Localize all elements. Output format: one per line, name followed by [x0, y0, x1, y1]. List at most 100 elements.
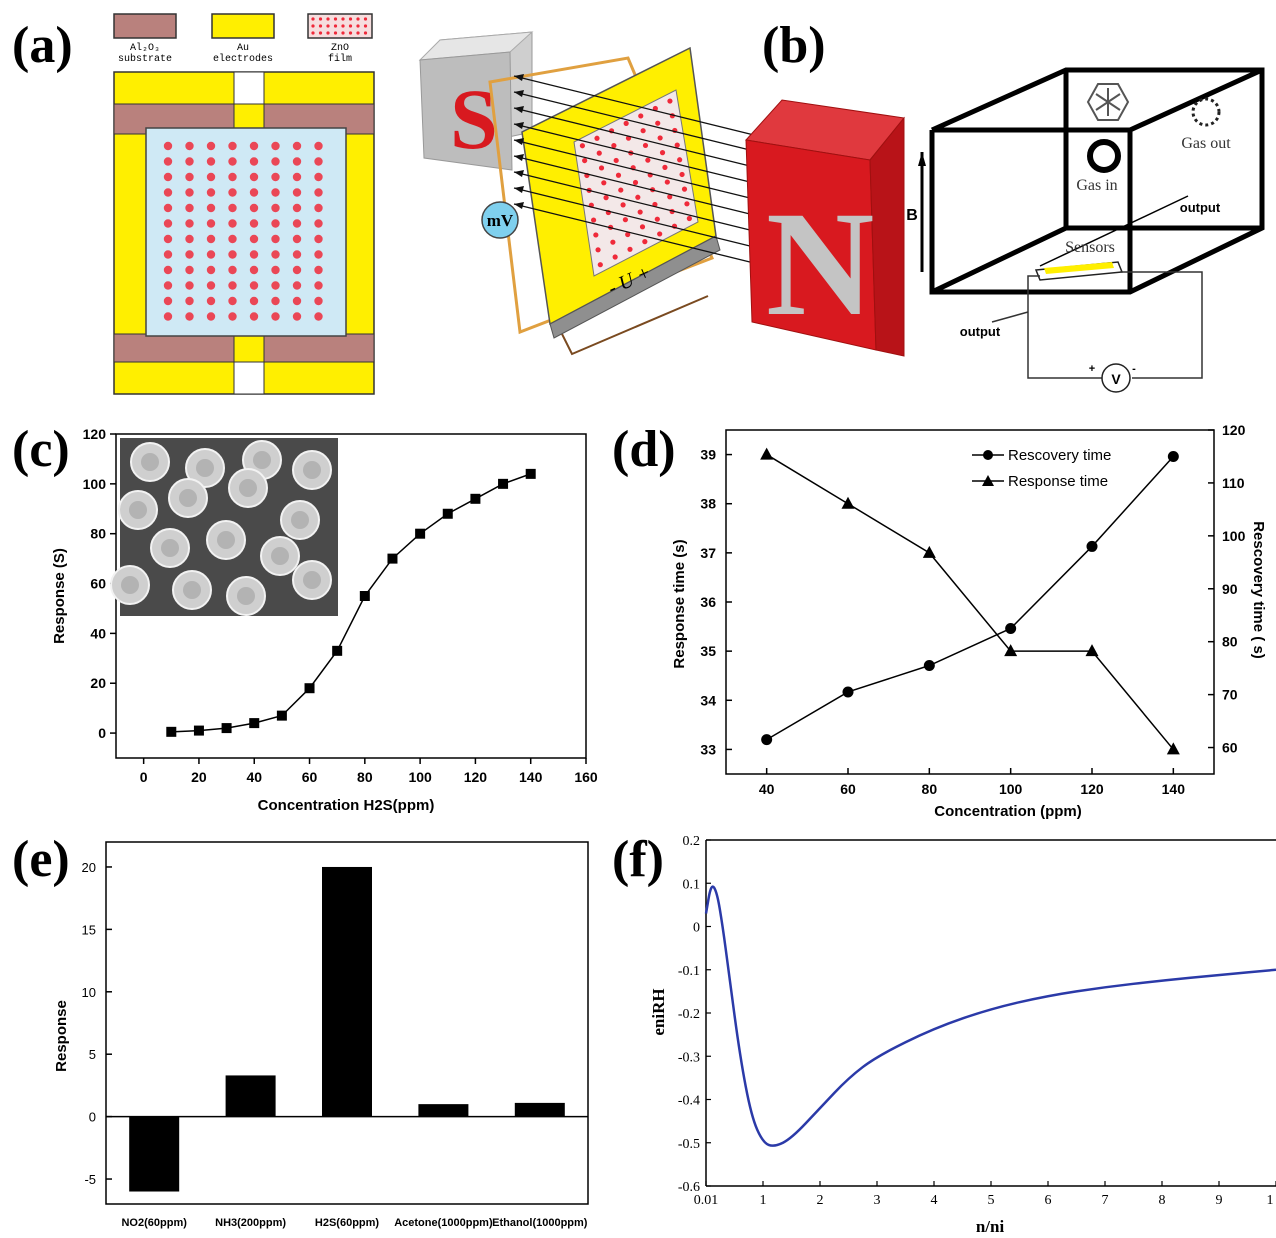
film-dot: [228, 234, 237, 244]
gas-in-label: Gas in: [1076, 177, 1117, 194]
plate-dot: [639, 224, 646, 230]
plate-dot: [601, 180, 607, 186]
film-dot: [314, 296, 323, 306]
chart-d-response-point: [922, 545, 936, 558]
panel-f-label: (f): [612, 831, 664, 888]
plate-dot: [598, 165, 605, 171]
voltmeter: [1101, 363, 1131, 393]
chart-e-bar: [322, 866, 372, 1117]
chart-c-xtick-label: 40: [246, 769, 262, 785]
plate-dot: [674, 142, 680, 148]
chart-f-curve: [704, 885, 1276, 1147]
sensors-label: Sensors: [1065, 239, 1115, 256]
film-dot: [314, 203, 323, 213]
chart-c-ytick-label: 20: [90, 675, 106, 691]
chart-e-category-label: NO2(60ppm): [121, 1217, 187, 1229]
legend-film-line2: film: [328, 53, 352, 65]
film-dot: [163, 265, 173, 275]
chart-c-point: [221, 723, 232, 734]
chart-e-category-label: Acetone(1000ppm): [394, 1217, 493, 1229]
field-line: [513, 107, 759, 169]
legend-recovery-label: Rescovery time: [1008, 447, 1111, 464]
film-dot: [185, 265, 194, 275]
plate-dot: [590, 217, 597, 223]
field-arrowhead: [514, 154, 524, 161]
chart-c-xtick-label: 20: [191, 769, 207, 785]
legend-substrate-swatch: [113, 13, 177, 39]
chart-d-response-line: [766, 453, 1174, 750]
output-wire-top: [1039, 195, 1189, 267]
film-dot: [292, 281, 302, 290]
sem-sphere-core: [196, 459, 214, 477]
sem-sphere-core: [141, 453, 159, 471]
plate-dot: [625, 231, 631, 238]
chart-c-xtick-label: 0: [140, 769, 148, 785]
chart-d-ticks: 40 60 80 100 120 140 33 34 35 36 37 38 39 60 70 80 90 100…: [700, 422, 1245, 797]
film-swatch-dot: [318, 31, 323, 35]
field-line: [513, 187, 759, 249]
field-line: [513, 155, 759, 217]
magnet-n-letter: N: [766, 181, 874, 347]
chart-d-recovery-point: [1005, 622, 1017, 634]
chart-e-bar: [225, 1075, 276, 1117]
chart-c-xtick-label: 120: [464, 769, 488, 785]
chart-c-point: [442, 508, 453, 519]
film-swatch-dot: [341, 31, 345, 35]
panel-e-label: (e): [12, 831, 70, 888]
zno-film: [145, 127, 347, 337]
sem-sphere-core: [179, 489, 197, 507]
film-swatch-dot: [333, 17, 338, 21]
field-arrowhead: [514, 122, 524, 129]
film-dot: [163, 219, 173, 228]
chart-d-xtick-label: 120: [1080, 781, 1104, 797]
film-dot: [249, 312, 259, 321]
plate-dot: [640, 128, 646, 134]
chart-c-point: [166, 726, 177, 737]
chart-c-ytick-label: 60: [90, 576, 106, 592]
film-swatch-dot: [363, 31, 368, 35]
legend-electrodes-line2: electrodes: [213, 53, 273, 65]
plate-dot: [681, 186, 688, 192]
plate-dot: [618, 187, 624, 193]
legend-response-label: Response time: [1008, 473, 1108, 490]
chart-e-bar: [418, 1104, 469, 1117]
chart-c-ylabel: Response (S): [51, 548, 68, 644]
chart-f-xtick-label: 0.01: [694, 1193, 719, 1208]
panel-b: (b) Gas out Gas in output Sensors B: [762, 17, 1265, 393]
plate-dot: [645, 157, 651, 163]
film-dot: [163, 172, 173, 182]
plate-dot: [654, 216, 660, 222]
film-dot: [185, 281, 194, 290]
chart-d-ylabel: Response time (s): [671, 539, 688, 668]
plate-dot: [622, 217, 628, 223]
sem-spheres: [110, 440, 332, 616]
chart-c-point: [276, 710, 287, 721]
film-dot: [163, 203, 173, 213]
plate-dot: [679, 171, 685, 178]
field-line: [513, 139, 759, 201]
output-label-top: output: [1180, 200, 1221, 215]
chart-f-xtick-label: 1: [760, 1193, 767, 1208]
gas-in-port: [1087, 139, 1121, 173]
chart-c-ytick-label: 120: [83, 426, 107, 442]
sem-sphere-core: [271, 547, 289, 565]
film-dot: [163, 141, 173, 151]
film-dot: [163, 281, 173, 290]
legend-substrate-line2: substrate: [118, 53, 172, 65]
film-dot: [206, 250, 216, 259]
chart-e-series: NO2(60ppm) NH3(200ppm) H2S(60ppm) Acetone(1…: [121, 866, 588, 1229]
plate-dot: [611, 143, 617, 149]
plate-dot: [627, 246, 633, 252]
chart-c-ytick-label: 80: [90, 526, 106, 542]
chart-d-ytick-label: 34: [700, 692, 716, 708]
chart-d-ytick-label: 37: [700, 545, 716, 561]
film-dot: [292, 141, 302, 151]
film-dot: [163, 250, 173, 259]
plate-dot: [657, 135, 663, 141]
film-dot: [228, 312, 237, 321]
legend-electrodes-line1: Au: [237, 43, 249, 54]
sem-sphere-core: [237, 587, 255, 605]
film-dot: [206, 281, 216, 290]
chart-d-y2tick-label: 120: [1222, 422, 1246, 438]
chart-d-response-point: [760, 447, 774, 460]
